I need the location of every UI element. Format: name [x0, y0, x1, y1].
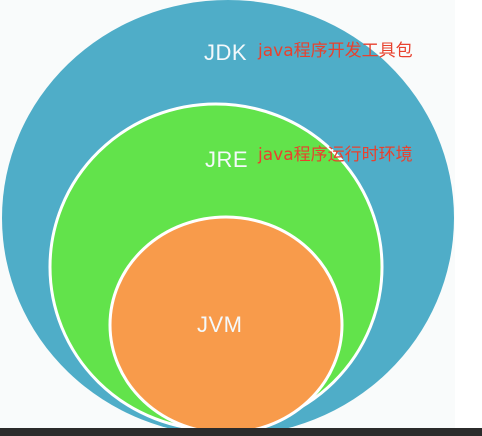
jre-label: JRE [205, 147, 249, 172]
jre-description: java程序运行时环境 [258, 145, 413, 165]
jdk-label: JDK [204, 40, 248, 65]
bottom-bar [0, 428, 482, 436]
right-gutter [455, 0, 482, 436]
jdk-description: java程序开发工具包 [258, 41, 413, 61]
jvm-label: JVM [197, 312, 243, 337]
